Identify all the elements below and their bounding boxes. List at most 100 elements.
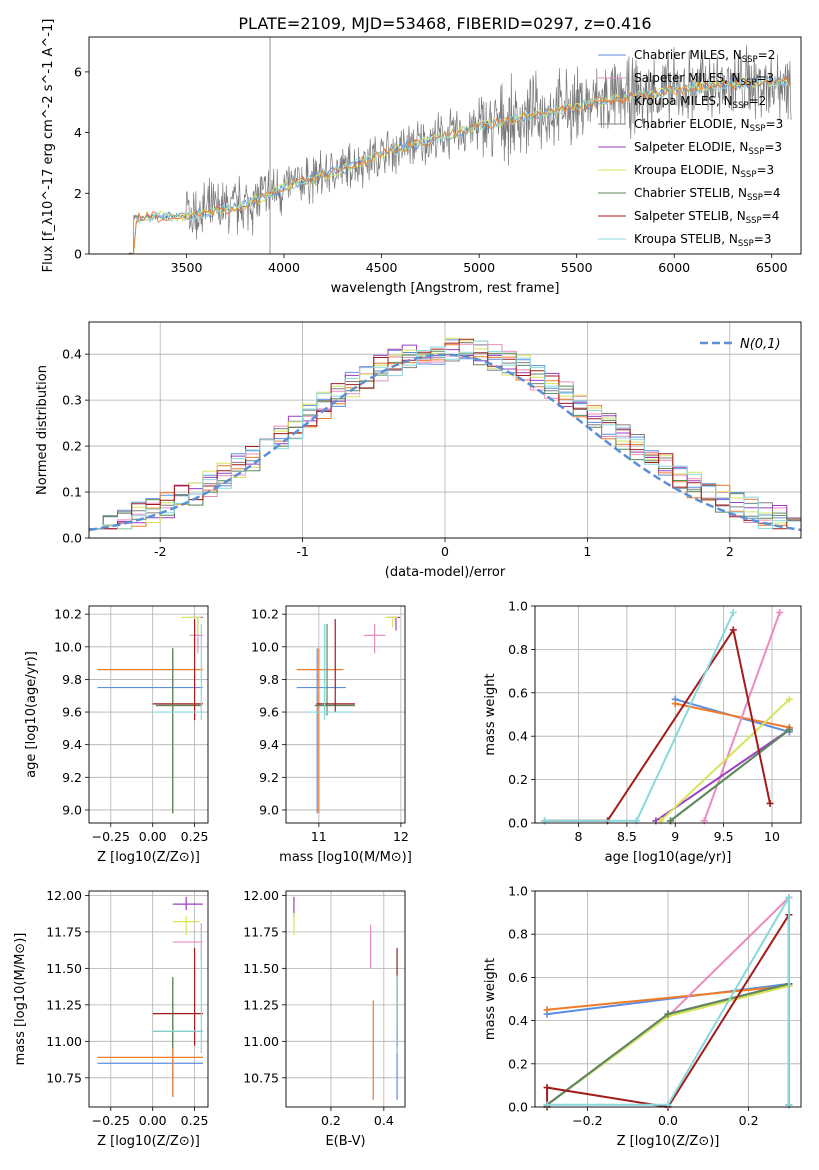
age_vs_mass-ticks: 11 12 9.0 9.2 9.4 9.6 9.8 10.0 10.2 bbox=[251, 607, 409, 844]
y-tick-label: 1.0 bbox=[508, 599, 528, 614]
x-tick-label: 5500 bbox=[561, 260, 593, 275]
y-tick-label: 9.2 bbox=[62, 770, 82, 785]
weight_vs_age-ticks: 8 8.5 9 9.5 10 0.0 0.2 0.4 0.6 0.8 1.0 bbox=[508, 599, 780, 845]
y-tick-label: 9.8 bbox=[62, 672, 82, 687]
spectrum-panel: 3500 4000 4500 5000 5500 6000 6500 0 2 4 6 waveleng… bbox=[41, 19, 802, 296]
x-tick-label: −0.2 bbox=[572, 1113, 602, 1128]
x-tick-label: −0.25 bbox=[92, 829, 130, 844]
mass_vs_Z-ticks: −0.25 0.00 0.25 10.75 11.00 11.25 11.50 11.75 12… bbox=[46, 888, 208, 1128]
x-axis-label: mass [log10(M/M⊙)] bbox=[279, 850, 412, 865]
y-tick-label: 0.8 bbox=[508, 927, 528, 942]
model-spectrum-kroupa-miles bbox=[128, 75, 790, 255]
x-tick-label: 8 bbox=[575, 829, 583, 844]
y-axis-label: mass weight bbox=[483, 673, 498, 755]
weight_vs_age-frame bbox=[534, 605, 802, 824]
x-tick-label: -2 bbox=[154, 544, 166, 559]
age_vs_mass-grid bbox=[286, 606, 405, 823]
point-chabrier-stelib bbox=[156, 648, 202, 814]
point-marker bbox=[766, 799, 774, 807]
x-tick-label: 0.00 bbox=[139, 829, 167, 844]
y-tick-label: 10.0 bbox=[54, 639, 82, 654]
point-marker bbox=[785, 695, 793, 703]
x-axis-label: Z [log10(Z/Z⊙)] bbox=[97, 850, 200, 865]
y-tick-label: 0.6 bbox=[508, 970, 528, 985]
y-tick-label: 10.75 bbox=[46, 1070, 82, 1085]
series-line bbox=[703, 612, 781, 822]
y-tick-label: 9.6 bbox=[259, 705, 279, 720]
x-tick-label: 0.25 bbox=[181, 1113, 209, 1128]
y-tick-label: 11.50 bbox=[46, 961, 82, 976]
point-marker bbox=[729, 626, 737, 634]
legend-label-chabrier-stelib: Chabrier STELIB, NSSP=4 bbox=[634, 186, 781, 203]
y-tick-label: 9.4 bbox=[259, 737, 279, 752]
histogram-kroupa-stelib bbox=[89, 340, 801, 530]
point-kroupa-miles bbox=[97, 648, 203, 814]
y-tick-label: 0.4 bbox=[62, 347, 82, 362]
x-tick-label: 11 bbox=[311, 829, 327, 844]
spectrum-ticks: 3500 4000 4500 5000 5500 6000 6500 0 2 4 6 bbox=[74, 64, 788, 275]
point-kroupa-stelib bbox=[152, 931, 203, 1053]
point-kroupa-elodie bbox=[172, 915, 200, 935]
y-tick-label: 0.2 bbox=[508, 772, 528, 787]
age_vs_mass-frame bbox=[285, 605, 406, 824]
y-tick-label: 0.4 bbox=[508, 729, 528, 744]
y-tick-label: 4 bbox=[74, 125, 82, 140]
point-chabrier-miles bbox=[296, 648, 346, 814]
point-marker bbox=[664, 1010, 672, 1018]
series-line bbox=[660, 698, 791, 822]
residuals-frame bbox=[88, 321, 802, 539]
y-tick-label: 9.4 bbox=[62, 737, 82, 752]
legend-label-chabrier-elodie: Chabrier ELODIE, NSSP=3 bbox=[634, 117, 783, 134]
y-tick-label: 10.2 bbox=[54, 607, 82, 622]
y-tick-label: 1.0 bbox=[508, 884, 528, 899]
y-tick-label: 11.75 bbox=[46, 924, 82, 939]
y-tick-label: 0.3 bbox=[62, 393, 82, 408]
y-tick-label: 10.2 bbox=[251, 607, 279, 622]
y-axis-label: Flux [f_λ10^-17 erg cm^-2 s^-1 A^-1] bbox=[41, 19, 56, 273]
residual-distribution-panel: -2 -1 0 1 2 0.0 0.1 0.2 0.3 0.4 (data-model)/error… bbox=[35, 321, 802, 580]
y-tick-label: 0.2 bbox=[508, 1056, 528, 1071]
mass-vs-ebv-panel: 0.2 0.4 10.75 11.00 11.25 11.50 11.75 12.00 E(B-… bbox=[243, 888, 406, 1149]
mass_vs_ebv-ticks: 0.2 0.4 10.75 11.00 11.25 11.50 11.75 12.00 bbox=[243, 888, 394, 1128]
y-tick-label: 0 bbox=[74, 247, 82, 262]
y-axis-label: mass weight bbox=[483, 958, 498, 1040]
legend-label-salpeter-stelib: Salpeter STELIB, NSSP=4 bbox=[634, 209, 779, 226]
spectrum-legend: Chabrier MILES, NSSP=2 Salpeter MILES, NS… bbox=[598, 48, 783, 249]
legend-normal-label: N(0,1) bbox=[740, 337, 781, 352]
spectrum-frame bbox=[88, 36, 802, 255]
x-axis-label: E(B-V) bbox=[325, 1134, 365, 1149]
x-tick-label: 9 bbox=[671, 829, 679, 844]
point-salpeter-stelib bbox=[316, 619, 355, 713]
legend-label-salpeter-miles: Salpeter MILES, NSSP=3 bbox=[634, 71, 774, 88]
y-tick-label: 2 bbox=[74, 186, 82, 201]
x-tick-label: 10 bbox=[764, 829, 780, 844]
normal-curve bbox=[88, 353, 802, 532]
mass-vs-metallicity-panel: −0.25 0.00 0.25 10.75 11.00 11.25 11.50 11.75 12… bbox=[13, 888, 209, 1149]
series-line bbox=[547, 985, 789, 1011]
y-tick-label: 0.0 bbox=[62, 531, 82, 546]
age_vs_Z-frame bbox=[88, 605, 209, 824]
x-tick-label: −0.25 bbox=[92, 1113, 130, 1128]
point-salpeter-stelib bbox=[152, 947, 203, 1046]
weight-vs-age-panel: 8 8.5 9 9.5 10 0.0 0.2 0.4 0.6 0.8 1.0 age [log10(a… bbox=[483, 599, 802, 865]
y-tick-label: 11.75 bbox=[243, 924, 279, 939]
y-tick-label: 6 bbox=[74, 64, 82, 79]
point-chabrier-miles bbox=[97, 648, 203, 814]
point-marker bbox=[785, 726, 793, 734]
weight_vs_age-grid bbox=[535, 605, 801, 824]
x-tick-label: 9.5 bbox=[714, 829, 734, 844]
series-line bbox=[546, 982, 790, 1016]
point-marker bbox=[785, 893, 793, 901]
point-kroupa-stelib bbox=[152, 623, 203, 721]
x-tick-label: 0.2 bbox=[321, 1113, 341, 1128]
residuals-ticks: -2 -1 0 1 2 0.0 0.1 0.2 0.3 0.4 bbox=[62, 347, 734, 559]
series-line bbox=[544, 612, 735, 822]
series-line bbox=[547, 893, 790, 1106]
y-tick-label: 0.0 bbox=[508, 816, 528, 831]
y-tick-label: 9.6 bbox=[62, 705, 82, 720]
y-tick-label: 10.75 bbox=[243, 1070, 279, 1085]
y-tick-label: 9.0 bbox=[259, 802, 279, 817]
x-tick-label: 0.00 bbox=[139, 1113, 167, 1128]
point-chabrier-stelib bbox=[152, 977, 203, 1049]
x-tick-label: -1 bbox=[296, 544, 308, 559]
